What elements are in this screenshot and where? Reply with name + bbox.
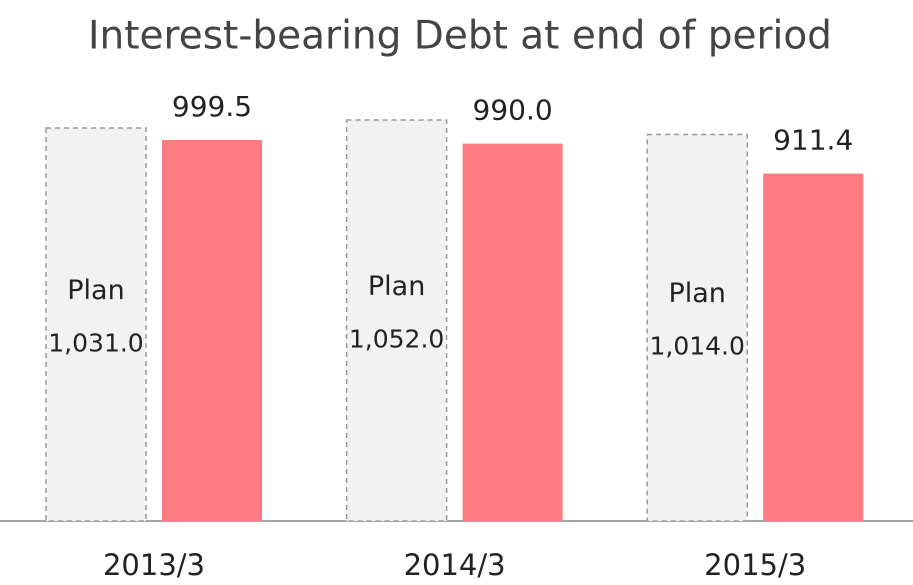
plan-bar xyxy=(45,127,147,522)
series-label: Plan xyxy=(368,271,425,302)
actual-bar xyxy=(763,173,864,521)
series-label: Plan xyxy=(668,278,725,309)
x-tick-label: 2015/3 xyxy=(704,548,806,582)
series-label: Plan xyxy=(67,275,124,306)
value-label: 911.4 xyxy=(773,124,853,157)
actual-bar xyxy=(462,143,563,521)
plan-bar xyxy=(345,119,448,522)
chart-title: Interest-bearing Debt at end of period xyxy=(88,14,832,59)
value-label: 999.5 xyxy=(172,90,252,123)
value-label: 1,031.0 xyxy=(48,329,143,358)
x-tick-label: 2013/3 xyxy=(103,548,205,582)
value-label: 1,052.0 xyxy=(349,325,444,354)
x-tick-label: 2014/3 xyxy=(404,548,506,582)
value-label: 1,014.0 xyxy=(649,332,744,361)
actual-bar xyxy=(162,140,262,521)
value-label: 990.0 xyxy=(473,94,553,127)
plan-bar xyxy=(646,133,748,522)
